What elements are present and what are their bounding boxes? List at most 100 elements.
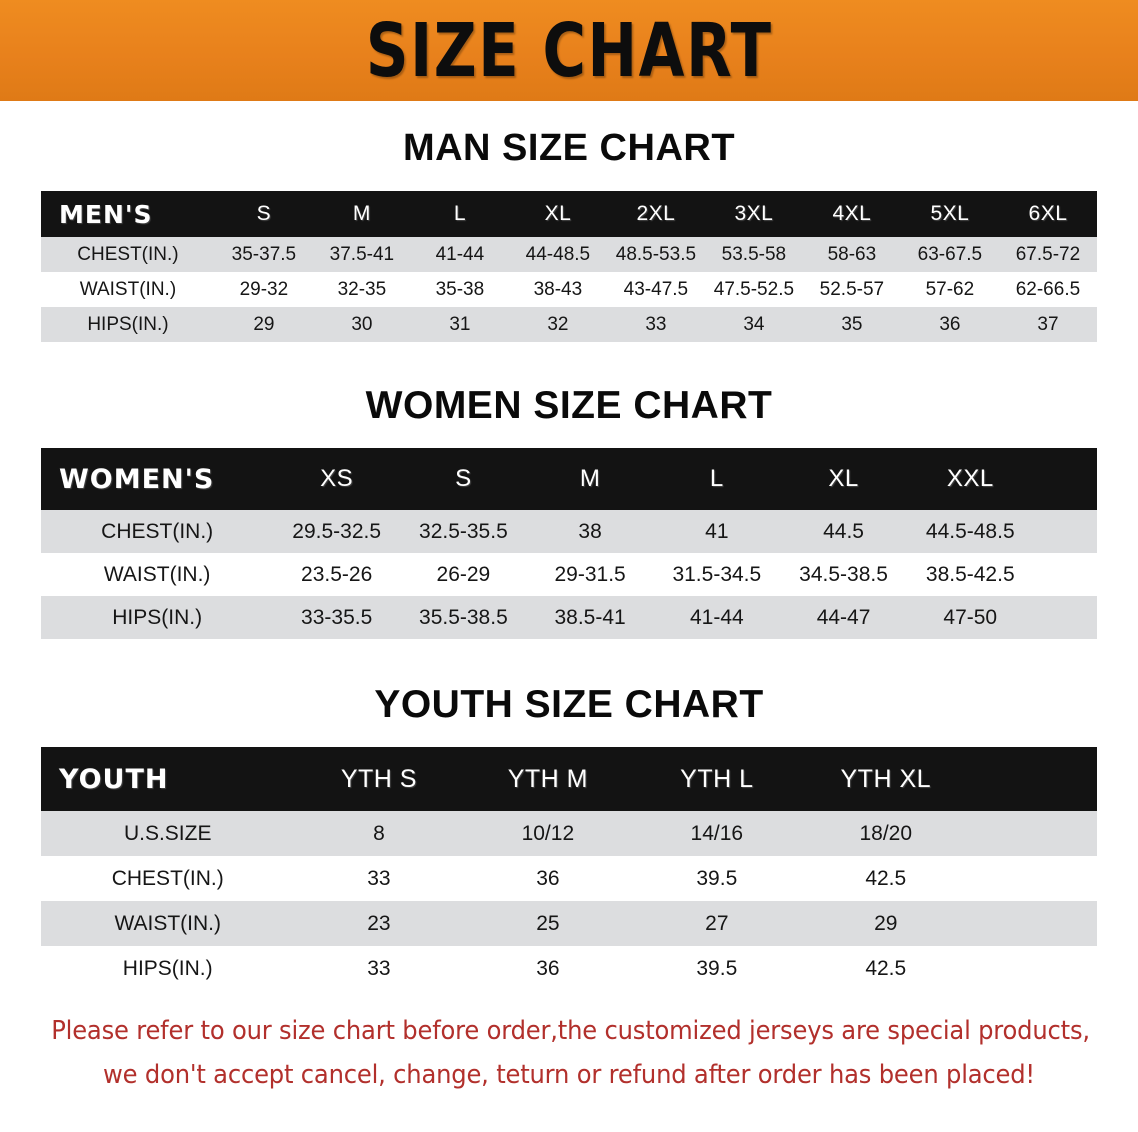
man-size-table-wrapper: MEN'S S M L XL 2XL 3XL 4XL 5XL 6XL CHEST…: [41, 191, 1097, 342]
women-size-table-wrapper: WOMEN'S XS S M L XL XXL CHEST(IN.) 29.5-…: [41, 448, 1097, 639]
youth-waist-2: 27: [705, 911, 729, 935]
youth-size-col-empty: [970, 747, 1097, 811]
women-table-header-row: WOMEN'S XS S M L XL XXL: [41, 448, 1097, 510]
youth-header-label: YOUTH: [59, 763, 169, 795]
youth-row-label-chest: CHEST(IN.): [111, 866, 224, 890]
women-hips-1: 35.5-38.5: [419, 605, 508, 629]
man-size-col-6: 4XL: [832, 202, 872, 225]
youth-hips-1: 36: [536, 956, 560, 980]
man-waist-0: 29-32: [239, 278, 289, 300]
man-hips-0: 29: [253, 313, 275, 335]
youth-size-col-1: YTH M: [507, 764, 588, 793]
table-row: WAIST(IN.) 29-32 32-35 35-38 38-43 43-47…: [41, 272, 1097, 307]
man-hips-4: 33: [645, 313, 667, 335]
note-line-2: we don't accept cancel, change, teturn o…: [103, 1060, 1035, 1090]
women-waist-empty: [1034, 553, 1097, 596]
man-size-col-4: 2XL: [636, 202, 676, 225]
women-row-label-waist: WAIST(IN.): [103, 562, 211, 586]
women-row-label-hips: HIPS(IN.): [112, 605, 203, 629]
women-size-col-1: S: [455, 465, 472, 492]
youth-row-label-hips: HIPS(IN.): [122, 956, 213, 980]
women-row-label-chest: CHEST(IN.): [101, 519, 214, 543]
man-waist-7: 57-62: [925, 278, 975, 300]
man-size-col-0: S: [256, 202, 272, 225]
table-row: WAIST(IN.) 23.5-26 26-29 29-31.5 31.5-34…: [41, 553, 1097, 596]
man-chest-8: 67.5-72: [1015, 243, 1081, 265]
women-size-col-empty: [1034, 448, 1097, 510]
man-hips-7: 36: [939, 313, 961, 335]
youth-chest-0: 33: [367, 866, 391, 890]
youth-size-col-0: YTH S: [340, 764, 417, 793]
man-waist-6: 52.5-57: [819, 278, 885, 300]
man-row-label-waist: WAIST(IN.): [79, 278, 177, 300]
women-section-heading: WOMEN SIZE CHART: [365, 384, 773, 427]
man-size-col-3: XL: [544, 202, 572, 225]
man-hips-1: 30: [351, 313, 373, 335]
table-row: CHEST(IN.) 33 36 39.5 42.5: [41, 856, 1097, 901]
youth-chest-3: 42.5: [865, 866, 907, 890]
women-hips-0: 33-35.5: [301, 605, 373, 629]
women-chest-2: 38: [578, 519, 602, 543]
man-chest-5: 53.5-58: [721, 243, 787, 265]
table-row: CHEST(IN.) 35-37.5 37.5-41 41-44 44-48.5…: [41, 237, 1097, 272]
man-row-label-hips: HIPS(IN.): [87, 313, 169, 335]
note-line-1: Please refer to our size chart before or…: [51, 1016, 1090, 1046]
women-waist-5: 38.5-42.5: [925, 562, 1015, 586]
table-row: HIPS(IN.) 33-35.5 35.5-38.5 38.5-41 41-4…: [41, 596, 1097, 639]
youth-ussize-1: 10/12: [521, 821, 575, 845]
youth-section-heading: YOUTH SIZE CHART: [374, 683, 764, 726]
youth-ussize-2: 14/16: [690, 821, 744, 845]
page-title: SIZE CHART: [365, 7, 773, 94]
man-section-heading: MAN SIZE CHART: [402, 127, 736, 169]
man-chest-0: 35-37.5: [231, 243, 297, 265]
table-row: WAIST(IN.) 23 25 27 29: [41, 901, 1097, 946]
youth-size-table-wrapper: YOUTH YTH S YTH M YTH L YTH XL U.S.SIZE …: [41, 747, 1097, 991]
man-waist-3: 38-43: [533, 278, 583, 300]
youth-ussize-empty: [970, 811, 1097, 856]
women-size-table: WOMEN'S XS S M L XL XXL CHEST(IN.) 29.5-…: [41, 448, 1097, 639]
man-size-col-2: L: [453, 202, 466, 225]
man-chest-1: 37.5-41: [329, 243, 395, 265]
women-hips-empty: [1034, 596, 1097, 639]
man-hips-3: 32: [547, 313, 569, 335]
youth-ussize-0: 8: [373, 821, 385, 845]
table-row: CHEST(IN.) 29.5-32.5 32.5-35.5 38 41 44.…: [41, 510, 1097, 553]
women-waist-3: 31.5-34.5: [672, 562, 762, 586]
women-hips-5: 47-50: [943, 605, 998, 629]
youth-waist-1: 25: [536, 911, 560, 935]
youth-row-label-us-size: U.S.SIZE: [123, 821, 212, 845]
women-chest-empty: [1034, 510, 1097, 553]
table-row: HIPS(IN.) 33 36 39.5 42.5: [41, 946, 1097, 991]
man-size-col-1: M: [352, 202, 371, 225]
youth-waist-3: 29: [874, 911, 898, 935]
man-size-table: MEN'S S M L XL 2XL 3XL 4XL 5XL 6XL CHEST…: [41, 191, 1097, 342]
youth-size-col-3: YTH XL: [840, 764, 932, 793]
man-waist-2: 35-38: [435, 278, 485, 300]
youth-waist-0: 23: [367, 911, 391, 935]
women-header-label: WOMEN'S: [59, 463, 215, 495]
man-hips-2: 31: [449, 313, 471, 335]
women-chest-5: 44.5-48.5: [925, 519, 1015, 543]
man-table-header-row: MEN'S S M L XL 2XL 3XL 4XL 5XL 6XL: [41, 191, 1097, 237]
man-hips-8: 37: [1037, 313, 1059, 335]
man-header-label: MEN'S: [59, 199, 153, 229]
women-waist-2: 29-31.5: [554, 562, 626, 586]
youth-chest-2: 39.5: [696, 866, 738, 890]
youth-ussize-3: 18/20: [859, 821, 913, 845]
man-waist-4: 43-47.5: [623, 278, 689, 300]
page-banner: SIZE CHART: [0, 0, 1138, 101]
women-size-col-5: XXL: [946, 465, 994, 492]
man-size-col-8: 6XL: [1028, 202, 1068, 225]
man-waist-8: 62-66.5: [1015, 278, 1081, 300]
youth-hips-2: 39.5: [696, 956, 738, 980]
women-chest-0: 29.5-32.5: [292, 519, 382, 543]
women-chest-1: 32.5-35.5: [419, 519, 508, 543]
women-hips-2: 38.5-41: [554, 605, 626, 629]
women-waist-1: 26-29: [436, 562, 491, 586]
youth-table-header-row: YOUTH YTH S YTH M YTH L YTH XL: [41, 747, 1097, 811]
return-policy-note: Please refer to our size chart before or…: [51, 1009, 1090, 1097]
youth-size-table: YOUTH YTH S YTH M YTH L YTH XL U.S.SIZE …: [41, 747, 1097, 991]
youth-row-label-waist: WAIST(IN.): [114, 911, 221, 935]
man-hips-6: 35: [841, 313, 863, 335]
youth-chest-1: 36: [536, 866, 560, 890]
